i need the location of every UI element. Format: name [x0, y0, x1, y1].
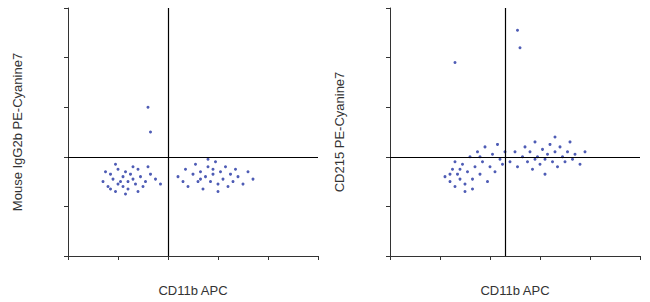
- svg-text:CD11b APC: CD11b APC: [480, 283, 549, 298]
- svg-text:CD11b APC: CD11b APC: [158, 283, 227, 298]
- svg-text:CD215 PE-Cyanine7: CD215 PE-Cyanine7: [332, 72, 347, 193]
- svg-text:Mouse IgG2b PE-Cyanine7: Mouse IgG2b PE-Cyanine7: [10, 53, 25, 211]
